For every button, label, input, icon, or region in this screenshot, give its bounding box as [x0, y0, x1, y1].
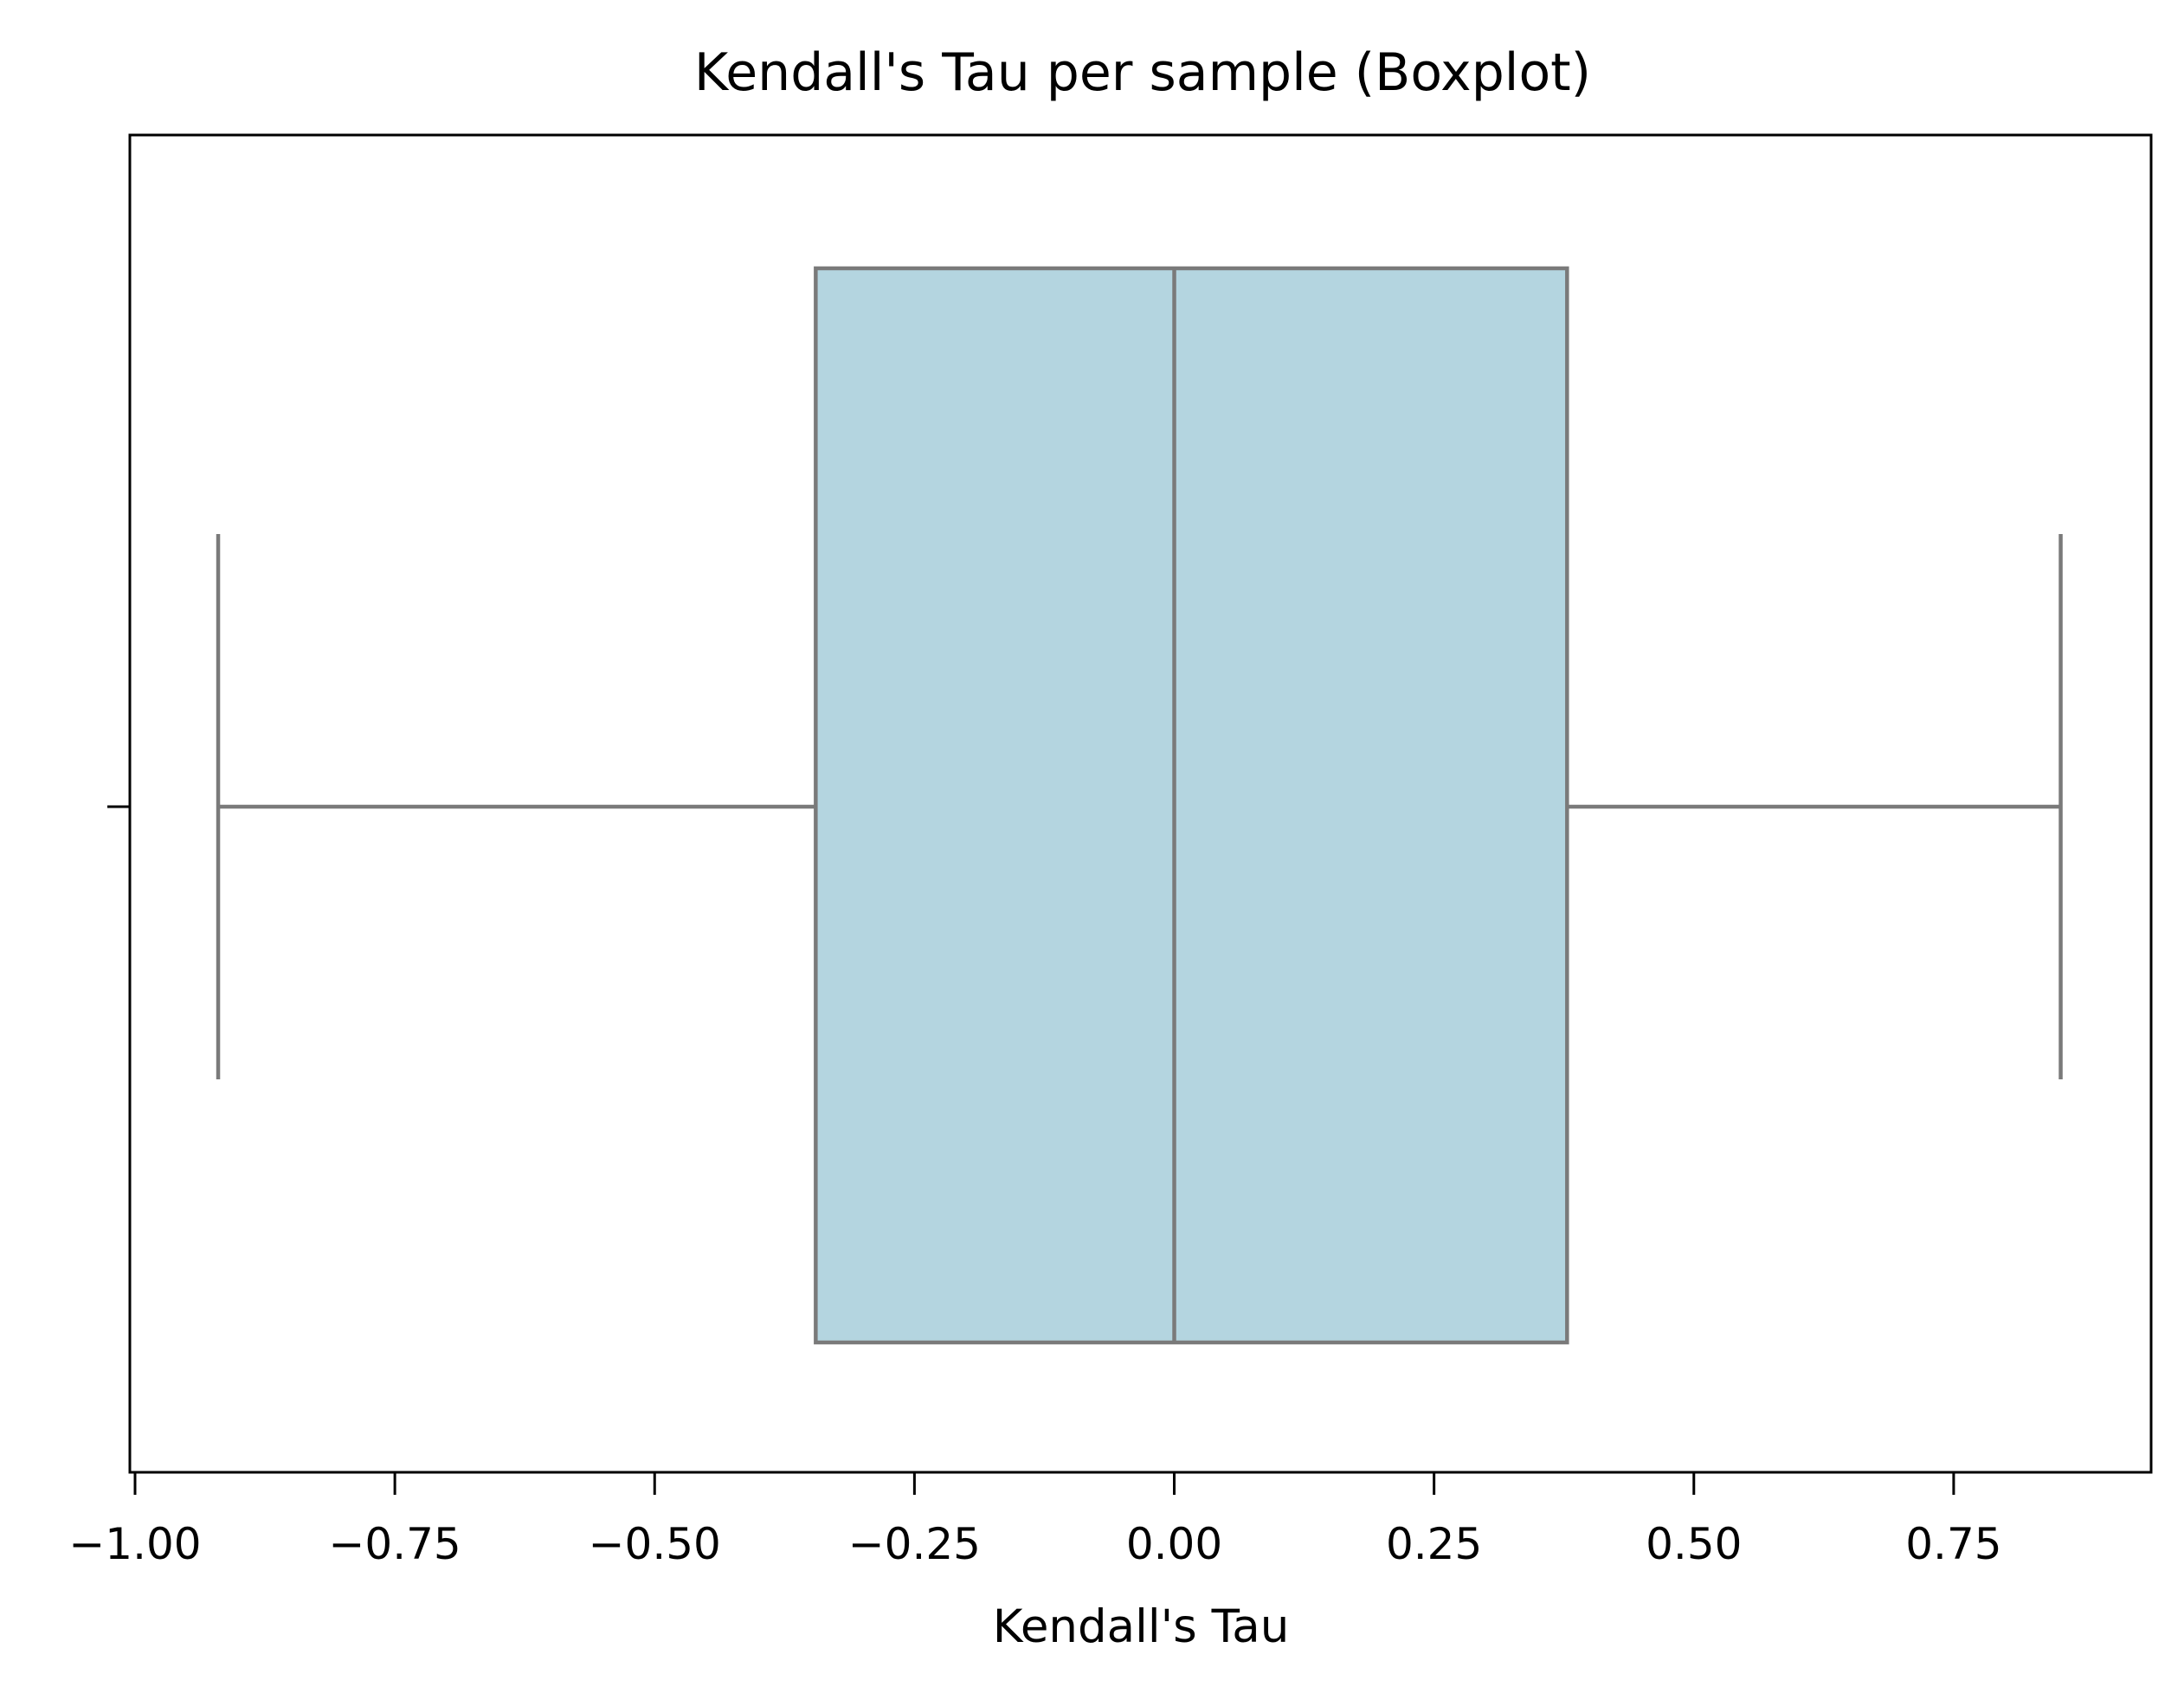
- axes-frame: [128, 133, 2153, 1474]
- x-tick-label: −1.00: [68, 1519, 201, 1569]
- x-axis-label: Kendall's Tau: [993, 1600, 1290, 1653]
- x-tick-label: 0.00: [1126, 1519, 1222, 1569]
- x-tick-label: −0.50: [589, 1519, 721, 1569]
- x-axis-ticks: −1.00 −0.75 −0.50 −0.25 0.00 0.25 0.50 0.75: [68, 1472, 2002, 1569]
- x-tick-label: −0.25: [848, 1519, 981, 1569]
- interquartile-box: [814, 266, 1569, 1345]
- x-tick-label: 0.75: [1905, 1519, 2001, 1569]
- plot-marks: [216, 266, 2063, 1345]
- x-tick-label: −0.75: [329, 1519, 461, 1569]
- chart-title: Kendall's Tau per sample (Boxplot): [694, 42, 1591, 103]
- x-tick-label: 0.25: [1386, 1519, 1482, 1569]
- x-tick-label: 0.50: [1646, 1519, 1742, 1569]
